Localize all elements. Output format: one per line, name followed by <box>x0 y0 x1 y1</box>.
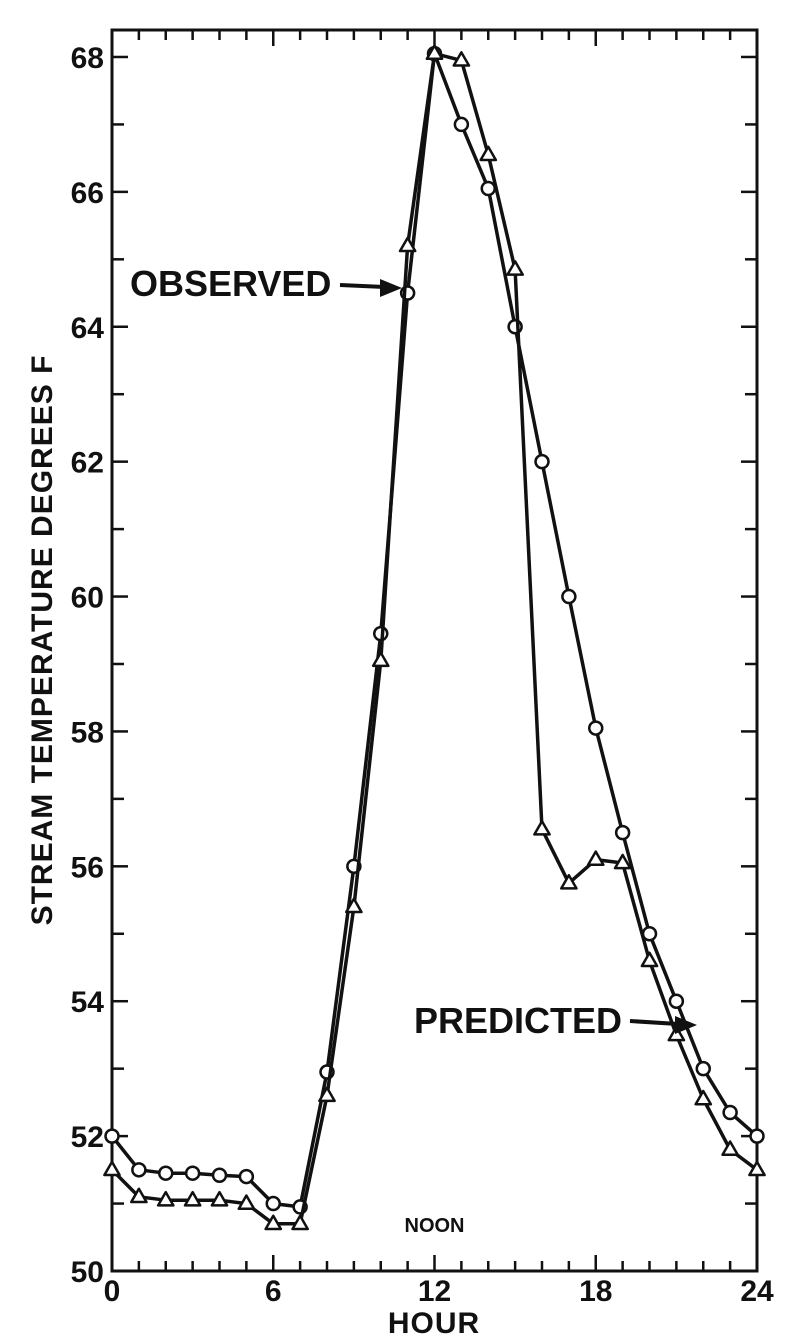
series-predicted <box>103 44 766 1231</box>
observed-arrow-head <box>380 279 402 297</box>
y-tick-label: 68 <box>71 42 104 75</box>
plot-frame-layer <box>110 28 759 1273</box>
y-tick-label: 62 <box>71 447 104 480</box>
data-point-predicted <box>264 1214 283 1231</box>
data-point-observed <box>749 1128 765 1144</box>
data-point-predicted <box>291 1214 309 1231</box>
data-point-predicted <box>210 1190 229 1207</box>
data-point-predicted <box>479 145 498 162</box>
data-point-observed <box>534 453 550 470</box>
data-point-observed <box>265 1195 281 1212</box>
y-tick-label: 64 <box>71 312 105 345</box>
data-point-observed <box>561 588 577 605</box>
y-tick-label: 56 <box>71 851 104 884</box>
data-point-predicted <box>183 1190 202 1207</box>
data-point-predicted <box>748 1160 766 1177</box>
data-point-predicted <box>318 1086 336 1103</box>
plot-frame <box>110 28 759 1273</box>
data-point-predicted <box>425 44 444 61</box>
x-tick-label: 12 <box>418 1275 451 1308</box>
data-point-predicted <box>345 897 363 914</box>
x-tick-label: 24 <box>740 1275 774 1308</box>
data-point-predicted <box>560 873 578 890</box>
data-point-observed <box>211 1167 228 1183</box>
data-point-observed <box>238 1168 255 1185</box>
data-point-predicted <box>533 819 551 836</box>
data-point-predicted <box>613 853 632 870</box>
data-point-observed <box>722 1104 738 1121</box>
data-point-predicted <box>640 951 659 968</box>
observed-annotation: OBSERVED <box>130 263 331 304</box>
y-tick-label: 58 <box>71 716 104 749</box>
data-point-predicted <box>398 236 417 253</box>
y-tick-label: 60 <box>71 582 104 615</box>
series-layer <box>103 44 766 1231</box>
y-tick-label: 52 <box>71 1121 104 1154</box>
y-axis-title: STREAM TEMPERATURE DEGREES F <box>26 355 59 926</box>
data-point-observed <box>158 1165 174 1181</box>
x-axis-title: HOUR <box>388 1307 480 1340</box>
data-point-predicted <box>371 651 390 668</box>
annotation-layer: OBSERVED PREDICTED NOON <box>130 263 697 1237</box>
data-point-observed <box>588 720 604 736</box>
data-point-predicted <box>721 1140 739 1157</box>
predicted-annotation: PREDICTED <box>414 1000 622 1041</box>
data-point-predicted <box>237 1194 256 1211</box>
data-point-observed <box>184 1165 201 1181</box>
y-tick-label: 66 <box>71 177 104 210</box>
data-point-observed <box>614 824 631 841</box>
y-tick-label: 54 <box>71 986 105 1019</box>
data-point-observed <box>668 993 685 1009</box>
data-point-predicted <box>103 1160 121 1177</box>
series-line-predicted <box>110 51 759 1226</box>
x-tick-label: 0 <box>104 1275 121 1308</box>
observed-arrow-line <box>339 283 385 289</box>
data-point-observed <box>480 180 496 197</box>
data-point-observed <box>453 116 470 133</box>
predicted-arrow-head <box>675 1016 697 1034</box>
data-point-predicted <box>130 1187 148 1204</box>
data-point-predicted <box>586 850 605 867</box>
x-tick-label: 6 <box>265 1275 282 1308</box>
predicted-arrow-line <box>629 1019 679 1026</box>
noon-annotation: NOON <box>405 1215 465 1237</box>
data-point-predicted <box>156 1190 175 1207</box>
data-point-observed <box>131 1162 147 1178</box>
tick-label-layer: 50 52 54 56 58 60 62 64 66 68 0 6 12 18 24 <box>71 42 774 1308</box>
tick-mark-layer <box>110 30 759 1273</box>
data-point-predicted <box>506 260 524 276</box>
data-point-predicted <box>452 51 471 67</box>
data-point-observed <box>104 1128 120 1144</box>
data-point-predicted <box>667 1025 686 1042</box>
data-point-observed <box>695 1060 711 1077</box>
data-point-predicted <box>694 1089 713 1106</box>
y-tick-label: 50 <box>71 1256 104 1289</box>
x-tick-label: 18 <box>579 1275 612 1308</box>
